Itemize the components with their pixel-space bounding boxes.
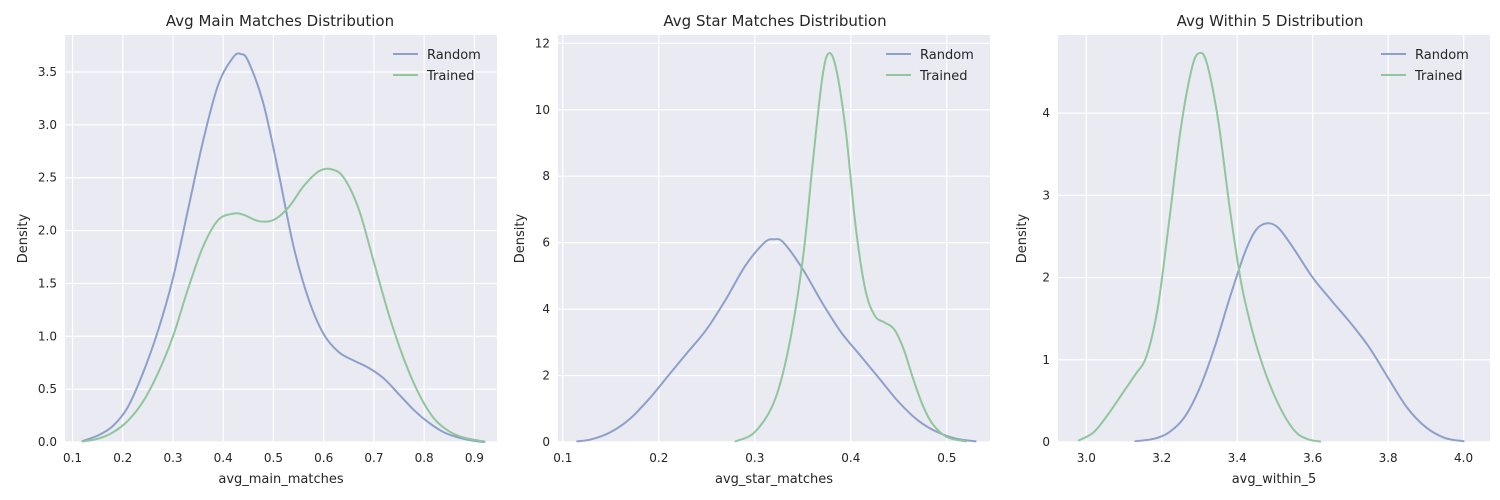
y-tick-label: 4	[1042, 106, 1050, 120]
grid-lines	[1058, 35, 1490, 443]
x-tick-label: 3.6	[1303, 451, 1322, 465]
series-line-random	[576, 238, 977, 443]
x-tick-label: 3.0	[1077, 451, 1096, 465]
y-tick-label: 12	[535, 36, 550, 50]
y-tick-label: 8	[542, 169, 550, 183]
x-tick-label: 0.2	[649, 451, 668, 465]
legend-label-random: Random	[1415, 48, 1469, 63]
panel-avg-within-5: Avg Within 5 Distribution avg_within_5 D…	[1015, 12, 1490, 487]
panel-avg-star-matches: Avg Star Matches Distribution avg_star_m…	[513, 12, 990, 487]
y-axis-label: Density	[1015, 213, 1030, 263]
x-axis-label: avg_within_5	[1232, 472, 1317, 487]
x-tick-label: 4.0	[1454, 451, 1473, 465]
legend-label-random: Random	[920, 48, 974, 63]
series-line-random	[81, 52, 486, 443]
y-axis-label: Density	[16, 213, 31, 263]
x-tick-label: 0.5	[264, 451, 283, 465]
y-tick-label: 1.0	[38, 329, 57, 343]
legend-label-trained: Trained	[426, 69, 474, 84]
legend-label-trained: Trained	[919, 69, 967, 84]
x-tick-label: 0.8	[415, 451, 434, 465]
x-tick-label: 3.4	[1228, 451, 1247, 465]
y-tick-label: 2	[1042, 271, 1050, 285]
chart-title: Avg Star Matches Distribution	[663, 12, 886, 30]
y-tick-label: 3	[1042, 188, 1050, 202]
x-tick-label: 0.5	[937, 451, 956, 465]
y-tick-label: 2.0	[38, 224, 57, 238]
y-tick-label: 0	[542, 435, 550, 449]
x-tick-label: 0.1	[553, 451, 572, 465]
x-tick-label: 3.2	[1152, 451, 1171, 465]
legend-label-trained: Trained	[1414, 69, 1462, 84]
chart-title: Avg Within 5 Distribution	[1177, 12, 1364, 30]
series-line-trained	[734, 51, 967, 443]
y-tick-label: 3.5	[38, 65, 57, 79]
y-axis-label: Density	[513, 213, 528, 263]
y-tick-label: 0	[1042, 435, 1050, 449]
plot-area	[1058, 35, 1490, 442]
y-tick-label: 4	[542, 302, 550, 316]
y-tick-label: 0.5	[38, 382, 57, 396]
y-tick-label: 1.5	[38, 276, 57, 290]
y-tick-label: 0.0	[38, 435, 57, 449]
y-tick-label: 2.5	[38, 171, 57, 185]
x-tick-label: 0.3	[163, 451, 182, 465]
x-axis-label: avg_star_matches	[715, 472, 833, 487]
panel-avg-main-matches: Avg Main Matches Distribution avg_main_m…	[16, 12, 497, 487]
y-tick-label: 2	[542, 369, 550, 383]
chart-title: Avg Main Matches Distribution	[166, 12, 394, 30]
x-tick-label: 0.1	[63, 451, 82, 465]
series-line-random	[1134, 222, 1465, 443]
x-tick-label: 0.7	[364, 451, 383, 465]
x-axis-label: avg_main_matches	[218, 472, 344, 487]
x-tick-label: 0.4	[841, 451, 860, 465]
x-tick-label: 0.2	[113, 451, 132, 465]
plot-area	[65, 35, 497, 442]
y-tick-label: 3.0	[38, 118, 57, 132]
x-tick-label: 0.4	[214, 451, 233, 465]
y-tick-label: 6	[542, 236, 550, 250]
series-line-trained	[1077, 51, 1322, 443]
x-tick-label: 0.6	[314, 451, 333, 465]
y-tick-label: 1	[1042, 353, 1050, 367]
x-tick-label: 3.8	[1379, 451, 1398, 465]
grid-lines	[558, 35, 990, 443]
legend-label-random: Random	[427, 48, 481, 63]
x-tick-label: 0.9	[465, 451, 484, 465]
x-tick-label: 0.3	[745, 451, 764, 465]
series-line-trained	[81, 167, 486, 443]
y-tick-label: 10	[535, 103, 550, 117]
